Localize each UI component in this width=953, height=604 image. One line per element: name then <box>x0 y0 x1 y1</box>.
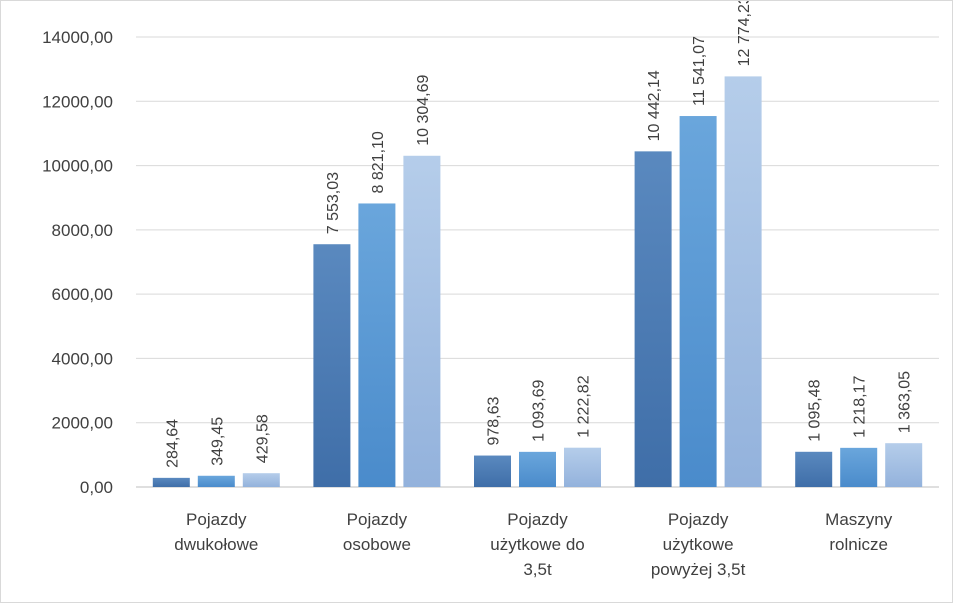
x-category-label: użytkowe <box>663 535 734 554</box>
bar <box>152 477 190 487</box>
data-label: 429,58 <box>254 414 271 463</box>
x-category-label: Pojazdy <box>186 510 247 529</box>
y-tick-label: 8000,00 <box>52 221 113 240</box>
bar <box>564 447 601 487</box>
x-axis: Pojazdy dwukołowe Pojazdy osobowe Pojazdy uży… <box>174 510 892 579</box>
data-label: 284,64 <box>164 419 181 468</box>
x-category-label: Pojazdy <box>347 510 408 529</box>
y-tick-label: 14000,00 <box>42 28 113 47</box>
x-category-label: Maszyny <box>825 510 893 529</box>
bar <box>242 473 280 487</box>
data-label: 12 774,23 <box>736 1 753 66</box>
y-tick-label: 10000,00 <box>42 157 113 176</box>
data-label: 10 442,14 <box>646 70 663 141</box>
x-category-label: osobowe <box>343 535 411 554</box>
bar <box>795 451 833 487</box>
data-label: 11 541,07 <box>691 36 708 106</box>
bar <box>885 443 923 487</box>
data-label: 8 821,10 <box>370 131 387 193</box>
y-tick-label: 2000,00 <box>52 414 113 433</box>
gridlines <box>136 36 939 488</box>
data-label: 1 222,82 <box>576 375 593 437</box>
y-tick-label: 12000,00 <box>42 92 113 111</box>
bars <box>152 76 923 487</box>
data-label: 349,45 <box>209 417 226 466</box>
data-labels: 284,64 349,45 429,58 7 553,03 8 821,10 10 304… <box>164 1 913 468</box>
y-tick-label: 4000,00 <box>52 349 113 368</box>
bar <box>519 451 556 487</box>
data-label: 1 218,17 <box>852 375 869 437</box>
bar <box>840 447 878 487</box>
x-category-label: Pojazdy <box>507 510 568 529</box>
y-tick-label: 6000,00 <box>52 285 113 304</box>
data-label: 1 095,48 <box>807 379 824 441</box>
x-category-label: Pojazdy <box>668 510 729 529</box>
bar <box>403 155 441 487</box>
x-category-label: dwukołowe <box>174 535 258 554</box>
data-label: 1 093,69 <box>531 379 548 441</box>
bar <box>724 76 762 487</box>
y-axis: 0,00 2000,00 4000,00 6000,00 8000,00 10000,00… <box>42 28 113 497</box>
x-category-label: użytkowe do <box>490 535 585 554</box>
data-label: 10 304,69 <box>415 74 432 145</box>
bar <box>474 455 511 487</box>
bar <box>679 116 717 487</box>
bar <box>313 244 351 487</box>
x-category-label: 3,5t <box>523 560 552 579</box>
x-category-label: rolnicze <box>829 535 888 554</box>
data-label: 7 553,03 <box>325 172 342 234</box>
y-tick-label: 0,00 <box>80 478 113 497</box>
bar <box>634 151 672 487</box>
x-category-label: powyżej 3,5t <box>651 560 746 579</box>
data-label: 1 363,05 <box>897 371 914 433</box>
bar <box>197 475 235 487</box>
bar <box>358 203 396 487</box>
data-label: 978,63 <box>486 397 503 446</box>
